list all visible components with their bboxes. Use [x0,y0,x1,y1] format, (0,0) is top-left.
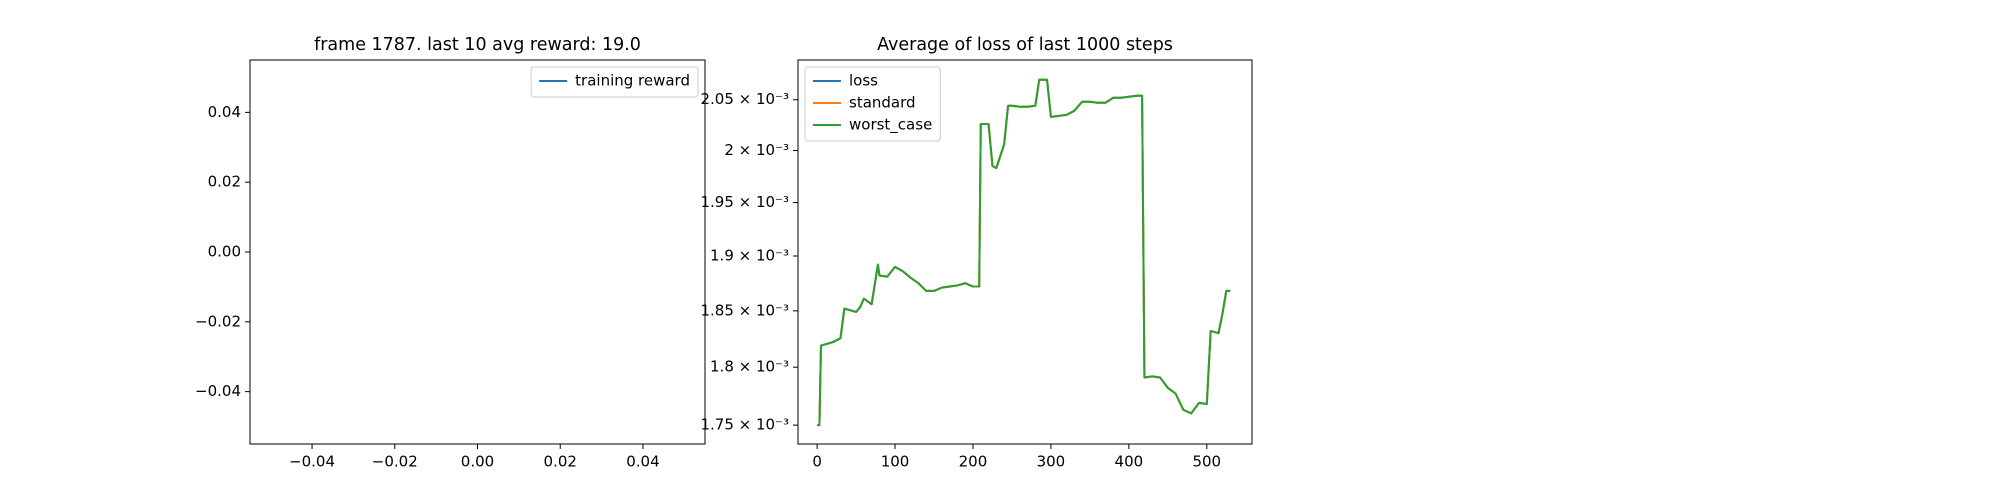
legend-label: standard [849,94,916,112]
y-tick-label: 0.00 [208,243,241,261]
y-tick-label: −0.04 [195,382,241,400]
chart-title: frame 1787. last 10 avg reward: 19.0 [314,35,641,55]
x-tick-label: 300 [1037,453,1066,471]
data-line [817,78,1231,427]
x-tick-label: 100 [881,453,910,471]
y-tick-label: 0.02 [208,173,241,191]
chart-title: Average of loss of last 1000 steps [877,35,1173,55]
y-tick-label: 0.04 [208,103,241,121]
legend: training reward [530,66,699,98]
x-tick-label: −0.04 [289,453,335,471]
axes-frame [249,59,706,445]
y-tick-label: 1.95 × 10⁻³ [700,193,789,211]
legend-label: training reward [575,72,690,90]
chart: Average of loss of last 1000 steps 0 100 20… [700,35,1253,471]
legend-label: worst_case [849,116,932,135]
x-tick-label: −0.02 [372,453,418,471]
x-tick-label: 0 [812,453,822,471]
chart: frame 1787. last 10 avg reward: 19.0 −0.0… [195,35,706,471]
legend-label: loss [849,72,878,90]
y-tick-label: −0.02 [195,312,241,330]
x-tick-label: 500 [1192,453,1221,471]
y-tick-label: 2 × 10⁻³ [724,141,789,159]
axes-frame [797,59,1253,445]
x-tick-label: 200 [959,453,988,471]
x-tick-label: 0.02 [544,453,577,471]
legend-box [530,66,699,98]
x-tick-label: 0.04 [626,453,659,471]
y-tick-label: 1.8 × 10⁻³ [710,358,789,376]
x-tick-label: 0.00 [461,453,494,471]
y-tick-label: 1.9 × 10⁻³ [710,246,789,264]
legend-box [804,66,941,142]
x-tick-label: 400 [1115,453,1144,471]
y-tick-label: 1.75 × 10⁻³ [700,416,789,434]
y-tick-label: 1.85 × 10⁻³ [700,301,789,319]
legend: loss standard worst_case [804,66,941,142]
y-tick-label: 2.05 × 10⁻³ [700,90,789,108]
